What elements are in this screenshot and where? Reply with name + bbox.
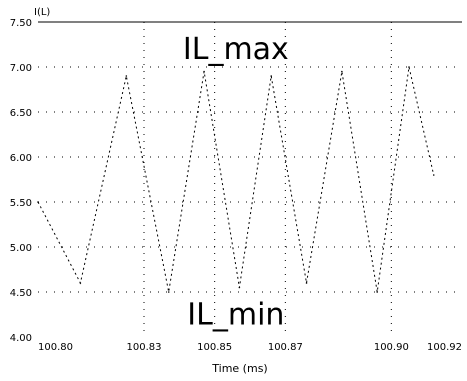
series-point [37, 201, 39, 203]
series-point [270, 75, 273, 77]
annotation-label: IL_min [187, 298, 284, 333]
series-point [167, 291, 170, 293]
y-tick-label: 7.00 [10, 63, 32, 74]
x-tick-labels: 100.80 100.83 100.85 100.87 100.90 100.92 [38, 342, 462, 353]
y-tick-label: 7.50 [10, 18, 32, 29]
x-tick-label: 100.83 [127, 342, 162, 353]
series-point [341, 70, 343, 73]
grid-lines [38, 22, 462, 337]
x-tick-label: 100.90 [374, 342, 409, 353]
series-line [37, 66, 435, 293]
x-tick-label: 100.80 [38, 342, 73, 353]
y-tick-label: 4.50 [10, 288, 32, 299]
y-tick-label: 4.00 [10, 333, 32, 344]
series-point [408, 66, 410, 68]
y-tick-label: 6.50 [10, 108, 32, 119]
series-point [125, 75, 128, 77]
trace-title: I(L) [34, 7, 50, 18]
series-point [432, 174, 435, 176]
series-points [37, 66, 435, 293]
y-tick-label: 5.00 [10, 243, 32, 254]
series-point [305, 282, 308, 284]
y-tick-labels: 4.00 4.50 5.00 5.50 6.00 6.50 7.00 7.50 [10, 18, 32, 344]
annotations: IL_max IL_min [183, 32, 289, 333]
y-tick-label: 5.50 [10, 198, 32, 209]
x-tick-label: 100.87 [268, 342, 303, 353]
series-point [79, 282, 82, 284]
x-tick-label: 100.92 [427, 342, 462, 353]
x-axis-label: Time (ms) [211, 362, 267, 375]
series-point [203, 70, 205, 73]
annotation-label: IL_max [183, 32, 289, 67]
x-tick-label: 100.85 [197, 342, 232, 353]
series-point [376, 291, 379, 293]
series-point [238, 286, 241, 289]
y-tick-label: 6.00 [10, 153, 32, 164]
